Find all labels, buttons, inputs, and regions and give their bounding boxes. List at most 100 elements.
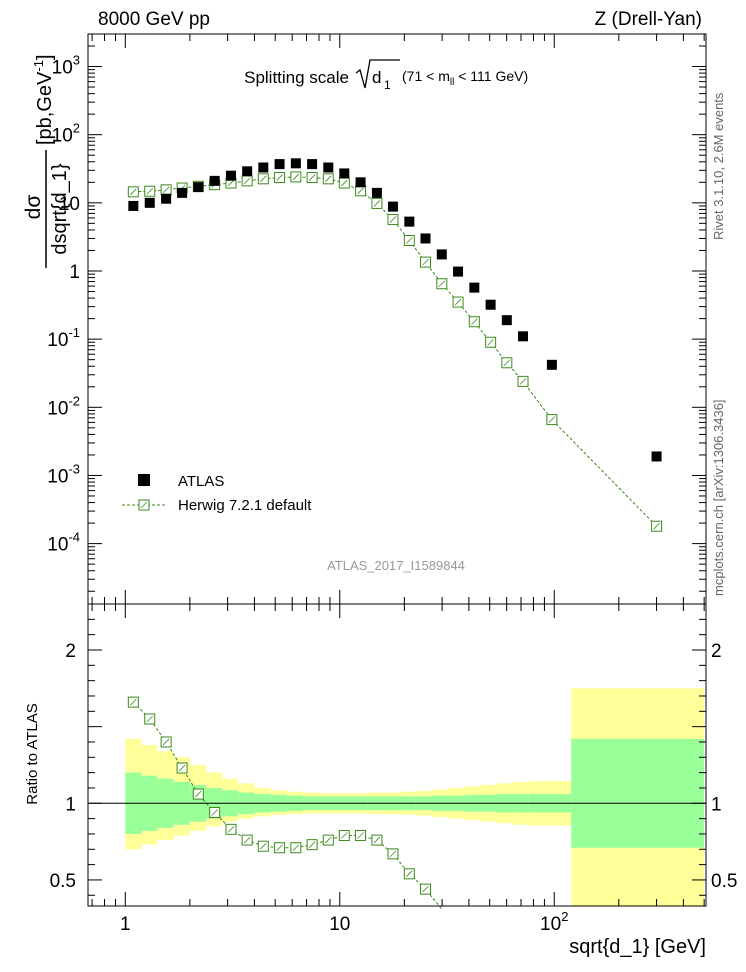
ratio-ylabel: Ratio to ATLAS [24, 703, 41, 804]
herwig-ratio-point-diag [211, 809, 218, 816]
atlas-point [323, 162, 334, 173]
herwig-point-diag [227, 179, 235, 187]
y-tick-label: 10-1 [47, 325, 80, 351]
atlas-point [546, 359, 557, 370]
herwig-ratio-point-diag [130, 698, 137, 706]
herwig-ratio-point-diag [357, 832, 364, 839]
herwig-point-diag [422, 258, 429, 266]
legend-atlas-label: ATLAS [178, 473, 224, 490]
herwig-point-diag [325, 175, 332, 183]
analysis-tag: ATLAS_2017_I1589844 [327, 558, 465, 573]
main-axis-ticks [88, 33, 706, 604]
herwig-ratio-point-diag [422, 885, 429, 893]
herwig-ratio-point-diag [178, 764, 186, 772]
herwig-ratio-point-diag [146, 715, 154, 723]
band-inner [571, 738, 705, 848]
herwig-ratio-point-diag [243, 836, 251, 844]
atlas-point [307, 159, 318, 170]
herwig-point-diag [503, 359, 511, 367]
herwig-ratio-point-diag [373, 836, 381, 844]
main-plot-frame [87, 33, 707, 605]
herwig-point-diag [357, 187, 364, 195]
herwig-point-diag [548, 416, 556, 423]
main-ylabel: dσ dsqrt{d_1} [pb,GeV-1] [22, 54, 71, 268]
herwig-point-diag [519, 378, 527, 385]
herwig-ratio-point-diag [389, 850, 397, 858]
atlas-point [225, 170, 236, 181]
y-tick-label: 103 [52, 53, 80, 79]
atlas-point [144, 197, 155, 208]
herwig-ratio-point-diag [260, 842, 267, 850]
ratio-uncertainty-bands [125, 688, 705, 906]
atlas-point [453, 266, 464, 277]
title-main: Splitting scale [244, 68, 349, 87]
ratio-y-tick-label-right: 2 [711, 641, 722, 662]
atlas-point [387, 201, 398, 212]
atlas-point [258, 162, 269, 173]
atlas-point [290, 158, 301, 169]
y-tick-label: 10-3 [47, 461, 80, 487]
legend-herwig-marker-diag [140, 501, 148, 509]
title-sqrt-var: d [372, 68, 381, 87]
herwig-ratio-point-diag [341, 832, 348, 839]
atlas-point [177, 187, 188, 198]
herwig-point-diag [406, 237, 413, 244]
herwig-point-diag [438, 280, 446, 288]
herwig-ratio-point-diag [162, 738, 170, 746]
herwig-point-diag [341, 179, 348, 187]
atlas-point [242, 166, 253, 177]
atlas-point [339, 168, 350, 179]
xlabel: sqrt{d_1} [GeV] [569, 936, 706, 958]
ratio-plot-frame [87, 603, 707, 907]
ratio-plot-marks [127, 696, 443, 910]
side-label-rivet: Rivet 3.1.10, 2.6M events [711, 92, 726, 240]
herwig-point-diag [308, 174, 316, 181]
herwig-point-diag [454, 298, 462, 306]
atlas-point [501, 315, 512, 326]
ratio-y-tick-label-left: 2 [65, 641, 76, 662]
x-tick-label: 102 [540, 909, 568, 935]
herwig-point-diag [162, 186, 170, 194]
legend-atlas-marker [138, 474, 150, 486]
herwig-ratio-point-diag [292, 844, 300, 852]
y-tick-label: 10-4 [47, 530, 80, 556]
ratio-y-tick-label-left: 1 [65, 794, 76, 815]
atlas-point [469, 282, 480, 293]
atlas-point [355, 177, 366, 188]
ratio-axis-ticks [88, 604, 706, 906]
herwig-point-diag [389, 216, 397, 223]
y-tick-label: 10-2 [47, 393, 80, 419]
atlas-point [517, 331, 528, 342]
ratio-y-tick-label-right: 1 [711, 794, 722, 815]
herwig-point-diag [260, 175, 267, 183]
header-right: Z (Drell-Yan) [595, 9, 702, 30]
atlas-point [161, 193, 172, 204]
herwig-ratio-point-diag [195, 790, 202, 798]
atlas-point [404, 216, 415, 227]
herwig-point-diag [130, 188, 137, 196]
atlas-point [371, 187, 382, 198]
x-tick-label: 1 [120, 914, 131, 935]
atlas-point [193, 182, 204, 193]
side-label-mcplots: mcplots.cern.ch [arXiv:1306.3436] [711, 399, 726, 596]
ylabel-numerator: dσ [22, 195, 45, 220]
herwig-ratio-point-diag [308, 841, 316, 848]
legend-herwig-label: Herwig 7.2.1 default [178, 497, 312, 514]
ratio-y-tick-label-left: 0.5 [50, 871, 76, 892]
atlas-point [128, 200, 139, 211]
ylabel-unit: [pb,GeV-1] [31, 54, 56, 145]
herwig-ratio-point-diag [227, 826, 235, 833]
title-range: (71 < mll < 111 GeV) [402, 68, 528, 88]
atlas-point [274, 159, 285, 170]
ratio-y-tick-label-right: 0.5 [711, 871, 737, 892]
herwig-point-diag [487, 338, 494, 346]
atlas-point [436, 249, 447, 260]
herwig-point-diag [653, 522, 660, 530]
y-tick-label: 1 [69, 262, 80, 283]
header-left: 8000 GeV pp [98, 9, 210, 30]
atlas-point [651, 451, 662, 462]
atlas-point [209, 175, 220, 186]
legend: ATLAS Herwig 7.2.1 default [122, 473, 312, 514]
herwig-point-diag [276, 174, 283, 181]
